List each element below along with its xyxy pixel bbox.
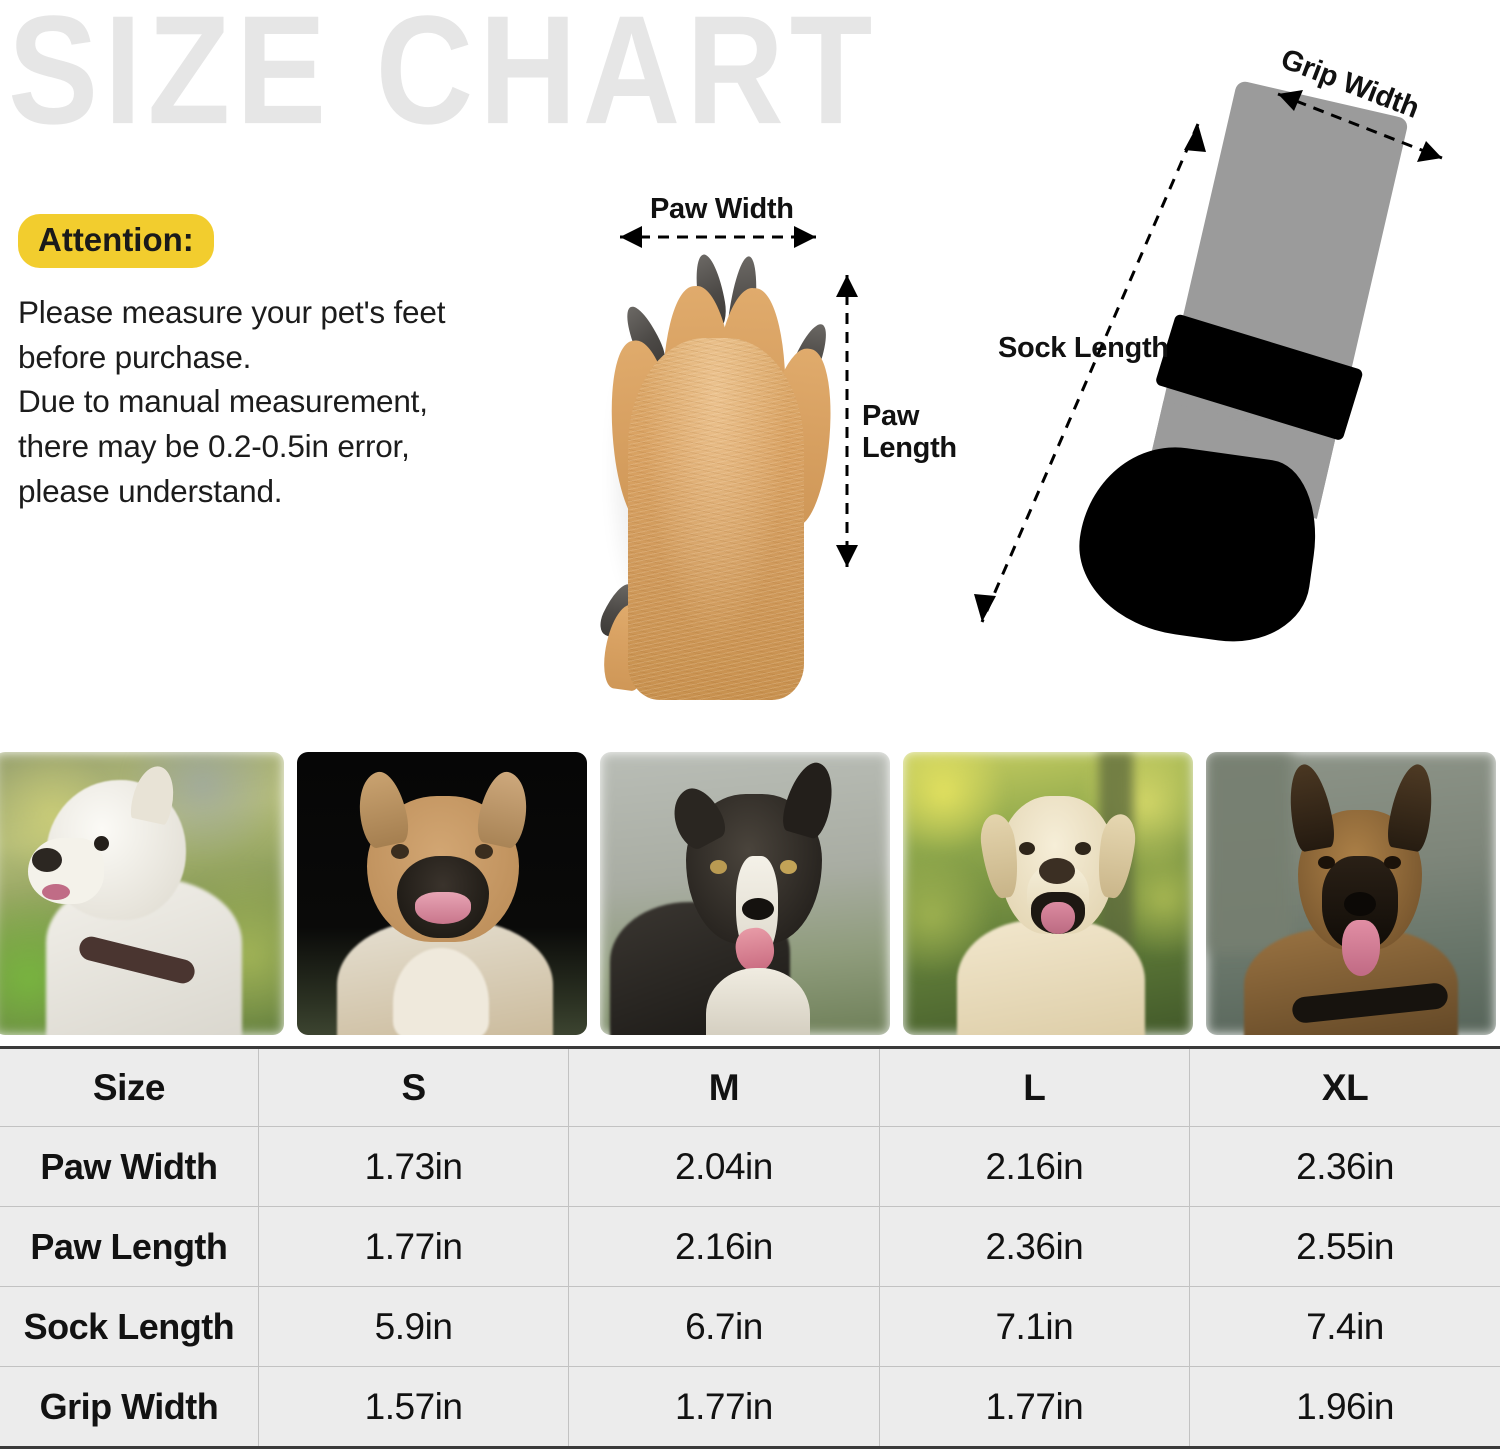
table-row: Paw Width 1.73in 2.04in 2.16in 2.36in: [0, 1126, 1500, 1207]
cell-grip-width-xl: 1.96in: [1189, 1366, 1500, 1449]
dog-tongue: [42, 884, 70, 900]
dog-nose: [742, 898, 774, 920]
cell-sock-length-m: 6.7in: [568, 1286, 880, 1367]
row-label-paw-length: Paw Length: [0, 1206, 259, 1287]
table-header-l: L: [878, 1046, 1191, 1127]
paw-width-arrow: [620, 226, 816, 248]
paw-length-arrow: [836, 275, 858, 567]
attention-block: Attention: Please measure your pet's fee…: [18, 214, 578, 514]
sock-length-arrow: [974, 123, 1206, 623]
cell-sock-length-l: 7.1in: [878, 1286, 1191, 1367]
dog-eye-right: [1384, 856, 1401, 869]
table-header-m: M: [568, 1046, 880, 1127]
dog-body: [957, 920, 1145, 1035]
table-row: Sock Length 5.9in 6.7in 7.1in 7.4in: [0, 1286, 1500, 1367]
dog-chest-white: [393, 948, 489, 1035]
dog-eye-left: [1318, 856, 1335, 869]
dog-tongue: [1342, 920, 1380, 976]
dog-photo-strip: [0, 752, 1500, 1035]
dog-photo-french-bulldog: [297, 752, 587, 1035]
dog-nose: [32, 848, 62, 872]
sock-length-label: Sock Length: [998, 332, 1169, 364]
dog-eye-right: [1075, 842, 1091, 855]
dog-tongue: [415, 892, 471, 924]
dog-nose: [1039, 858, 1075, 884]
dog-photo-labrador-retriever: [903, 752, 1193, 1035]
paw-main-pad: [628, 338, 804, 700]
dog-photo-border-collie: [600, 752, 890, 1035]
cell-sock-length-xl: 7.4in: [1189, 1286, 1500, 1367]
row-label-sock-length: Sock Length: [0, 1286, 259, 1367]
cell-paw-width-m: 2.04in: [568, 1126, 880, 1207]
attention-badge: Attention:: [18, 214, 214, 268]
cell-paw-width-xl: 2.36in: [1189, 1126, 1500, 1207]
size-chart-table: Size S M L XL Paw Width 1.73in 2.04in 2.…: [0, 1046, 1500, 1449]
dog-paw-photo: [595, 252, 842, 700]
cell-grip-width-l: 1.77in: [878, 1366, 1191, 1449]
photo-wall: [1206, 752, 1292, 952]
table-row: Grip Width 1.57in 1.77in 1.77in 1.96in: [0, 1366, 1500, 1449]
cell-paw-length-xl: 2.55in: [1189, 1206, 1500, 1287]
paw-width-label: Paw Width: [650, 193, 794, 225]
dog-eye: [94, 836, 109, 851]
dog-eye-right: [780, 860, 797, 874]
cell-grip-width-s: 1.57in: [257, 1366, 570, 1449]
dog-eye-left: [1019, 842, 1035, 855]
table-header-size: Size: [0, 1046, 259, 1127]
dog-photo-german-shepherd: [1206, 752, 1496, 1035]
measurement-diagram-area: Paw Width Paw Length Grip Width Sock Len…: [595, 43, 1443, 700]
table-row: Paw Length 1.77in 2.16in 2.36in 2.55in: [0, 1206, 1500, 1287]
cell-grip-width-m: 1.77in: [568, 1366, 880, 1449]
dog-photo-west-highland-white-terrier: [0, 752, 284, 1035]
cell-paw-width-l: 2.16in: [878, 1126, 1191, 1207]
page-title: SIZE CHART: [8, 0, 879, 157]
row-label-paw-width: Paw Width: [0, 1126, 259, 1207]
dog-nose: [1344, 892, 1376, 916]
paw-length-label: Paw Length: [862, 400, 957, 465]
row-label-grip-width: Grip Width: [0, 1366, 259, 1449]
cell-paw-length-l: 2.36in: [878, 1206, 1191, 1287]
grip-width-arrow: [1277, 90, 1443, 162]
dog-eye-right: [475, 844, 493, 859]
table-header-s: S: [257, 1046, 570, 1127]
paw-fur-texture: [628, 338, 804, 700]
table-header-xl: XL: [1189, 1046, 1500, 1127]
dog-eye-left: [391, 844, 409, 859]
cell-sock-length-s: 5.9in: [257, 1286, 570, 1367]
cell-paw-length-m: 2.16in: [568, 1206, 880, 1287]
dog-tongue: [1041, 902, 1075, 934]
table-header-row: Size S M L XL: [0, 1046, 1500, 1127]
dog-eye-left: [710, 860, 727, 874]
dog-chest-white: [706, 968, 810, 1035]
cell-paw-width-s: 1.73in: [257, 1126, 570, 1207]
attention-body-text: Please measure your pet's feet before pu…: [18, 294, 446, 509]
cell-paw-length-s: 1.77in: [257, 1206, 570, 1287]
